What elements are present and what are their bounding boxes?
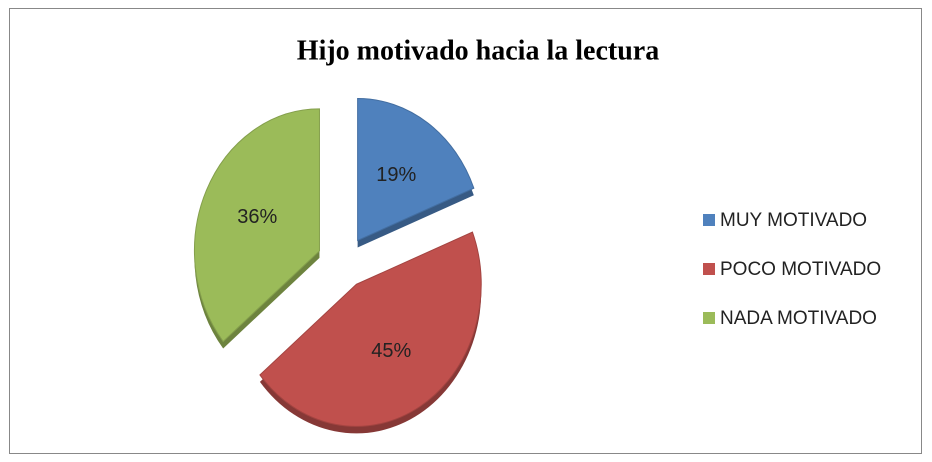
legend-label: NADA MOTIVADO	[720, 308, 877, 329]
legend-swatch	[703, 214, 715, 226]
slice	[357, 97, 475, 242]
data-label: 36%	[237, 206, 277, 228]
legend-label: MUY MOTIVADO	[720, 210, 867, 231]
chart-frame	[9, 8, 922, 454]
legend-swatch	[703, 312, 715, 324]
slice	[193, 108, 320, 343]
data-label: 45%	[371, 340, 411, 362]
legend-label: POCO MOTIVADO	[720, 259, 881, 280]
legend-swatch	[703, 263, 715, 275]
chart-title: Hijo motivado hacia la lectura	[297, 35, 659, 66]
data-label: 19%	[376, 164, 416, 186]
slice	[259, 231, 482, 427]
